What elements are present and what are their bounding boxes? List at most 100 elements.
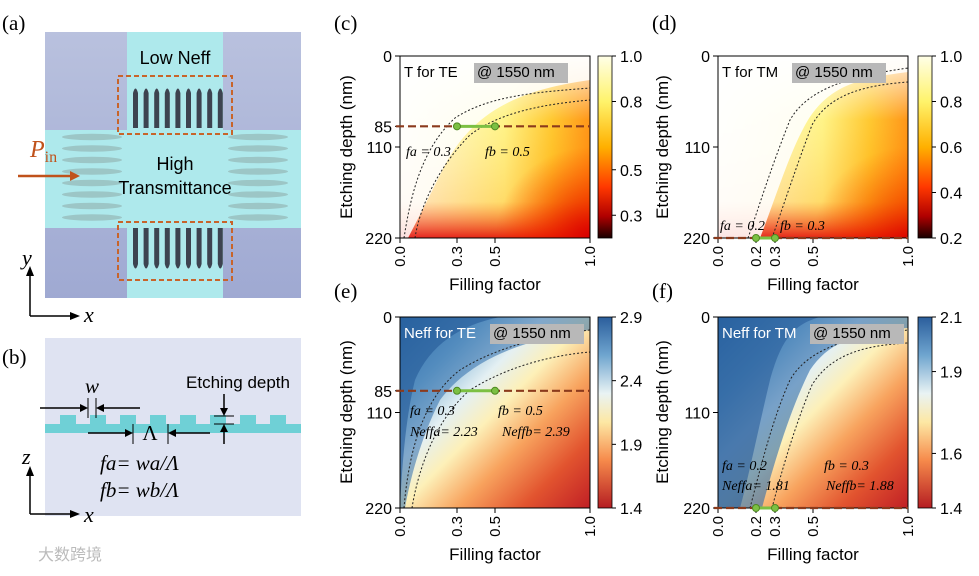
cross-section-tooth	[60, 415, 76, 425]
colorbar-tick-label: 0.3	[620, 208, 642, 225]
xlabel-d: Filling factor	[767, 275, 859, 294]
grating-tooth	[133, 228, 138, 269]
grating-tooth	[196, 228, 202, 269]
ylabel-f: Etching depth (nm)	[653, 340, 672, 484]
grating-bar	[62, 179, 122, 187]
xtick-label: 0.0	[392, 516, 409, 537]
xtick-label: 1.0	[900, 516, 917, 537]
chart-f: Neff for TM @ 1550 nm 0 110 220 0.0 0.2 0.3 0…	[653, 310, 962, 564]
colorbar-tick-label: 1.4	[620, 501, 642, 518]
xtick-label: 1.0	[900, 246, 917, 267]
annotation-c-fb: fb = 0.5	[485, 145, 530, 160]
ylabel-e: Etching depth (nm)	[337, 340, 356, 484]
cross-section-tooth	[180, 415, 196, 425]
xlabel-e: Filling factor	[449, 545, 541, 564]
grating-teeth-bottom	[133, 228, 223, 269]
grating-bar	[228, 133, 288, 141]
title-f-highlight: @ 1550 nm	[813, 325, 891, 342]
period-lambda-label: Λ	[142, 421, 158, 445]
contour-c-1	[403, 87, 591, 239]
panel-label-e: (e)	[334, 279, 357, 303]
subwavelength-grating-left	[62, 133, 288, 221]
marker-point	[453, 386, 461, 395]
colorbar-tick-label: 2.1	[940, 310, 962, 327]
xtick-label: 0.3	[767, 246, 784, 267]
ytick-label: 220	[365, 501, 392, 518]
title-d-text: T for TM	[722, 64, 778, 81]
colorbar-d	[917, 55, 933, 239]
xlabel-f: Filling factor	[767, 545, 859, 564]
fa-equation: fa= wa/Λ	[100, 451, 179, 475]
grating-tooth	[164, 228, 170, 269]
annotation-e-neffb: Neffb= 2.39	[501, 425, 570, 440]
grating-tooth	[196, 88, 202, 128]
grating-bar	[62, 202, 122, 210]
colorbar-c	[597, 55, 613, 239]
annotation-e-fb: fb = 0.5	[498, 404, 543, 419]
xtick-label: 0.0	[392, 246, 409, 267]
colorbar-tick-label: 2.4	[620, 374, 642, 391]
panel-label-c: (c)	[334, 11, 357, 35]
grating-bar	[62, 145, 122, 152]
colorbar-f	[917, 316, 933, 509]
axis-y-label: y	[20, 245, 32, 270]
high-label: High	[156, 154, 193, 174]
title-e: Neff for TE @ 1550 nm	[404, 324, 584, 344]
device-cross-section: w Etching depth Λ fa= wa/Λ fb= wb/Λ	[40, 338, 301, 516]
xtick-label: 0.5	[805, 246, 822, 267]
cross-section-tooth	[210, 415, 226, 425]
marker-point	[453, 122, 461, 131]
title-c-highlight-bg	[474, 63, 568, 83]
heatmap-c	[400, 56, 590, 238]
cross-section-tooth	[120, 415, 136, 425]
low-neff-label: Low Neff	[140, 48, 212, 68]
colorbar-tick-label: 0.4	[940, 186, 962, 203]
grating-bar	[228, 202, 288, 210]
xtick-label: 0.5	[487, 246, 504, 267]
title-c-highlight: @ 1550 nm	[477, 64, 555, 81]
marker-point	[771, 234, 779, 242]
colorbar-tick-label: 0.2	[940, 231, 962, 248]
colorbar-tick-label: 1.9	[940, 365, 962, 382]
annotation-f-fb: fb = 0.3	[824, 459, 869, 474]
grating-tooth	[154, 228, 160, 269]
cross-section-tooth	[240, 415, 256, 425]
marker-point	[752, 234, 760, 242]
xtick-label: 0.5	[805, 516, 822, 537]
grating-bar	[228, 168, 288, 175]
grating-tooth	[217, 88, 223, 128]
grating-tooth	[175, 88, 181, 128]
grating-bar	[228, 145, 288, 152]
cross-section-teeth	[60, 415, 286, 425]
axis-x-label: x	[83, 302, 94, 327]
xtick-label: 0.3	[767, 516, 784, 537]
annotation-f-neffa: Neffa= 1.81	[721, 479, 790, 494]
watermark: 大数跨境	[38, 545, 102, 564]
ytick-label: 0	[701, 310, 710, 327]
grating-bar	[228, 191, 288, 198]
axes-zx: z x	[21, 444, 94, 527]
ytick-label: 220	[683, 501, 710, 518]
xtick-label: 0.3	[449, 516, 466, 537]
marker-point	[491, 122, 499, 131]
title-e-highlight: @ 1550 nm	[493, 325, 571, 342]
grating-bar	[62, 214, 122, 221]
dashed-box-bottom	[117, 221, 233, 281]
dashed-box-top	[117, 75, 233, 135]
fb-equation: fb= wb/Λ	[100, 478, 179, 502]
transmittance-label: Transmittance	[118, 178, 231, 198]
input-arrow-head	[70, 171, 80, 181]
grating-tooth	[143, 228, 149, 269]
ytick-label: 220	[683, 231, 710, 248]
chart-e: Neff for TE @ 1550 nm 0 85 110 220 0.0 0.3 0.…	[337, 310, 642, 564]
annotation-f-neffb: Neffb= 1.88	[825, 479, 894, 494]
xtick-label: 0.0	[710, 246, 727, 267]
title-f-text: Neff for TM	[722, 325, 796, 342]
contour-c-2	[414, 99, 591, 239]
colorbar-tick-label: 0.6	[940, 140, 962, 157]
ytick-label: 0	[383, 49, 392, 66]
title-f: Neff for TM @ 1550 nm	[722, 324, 904, 344]
colorbar-tick-label: 0.8	[620, 95, 642, 112]
panel-label-d: (d)	[652, 11, 677, 35]
